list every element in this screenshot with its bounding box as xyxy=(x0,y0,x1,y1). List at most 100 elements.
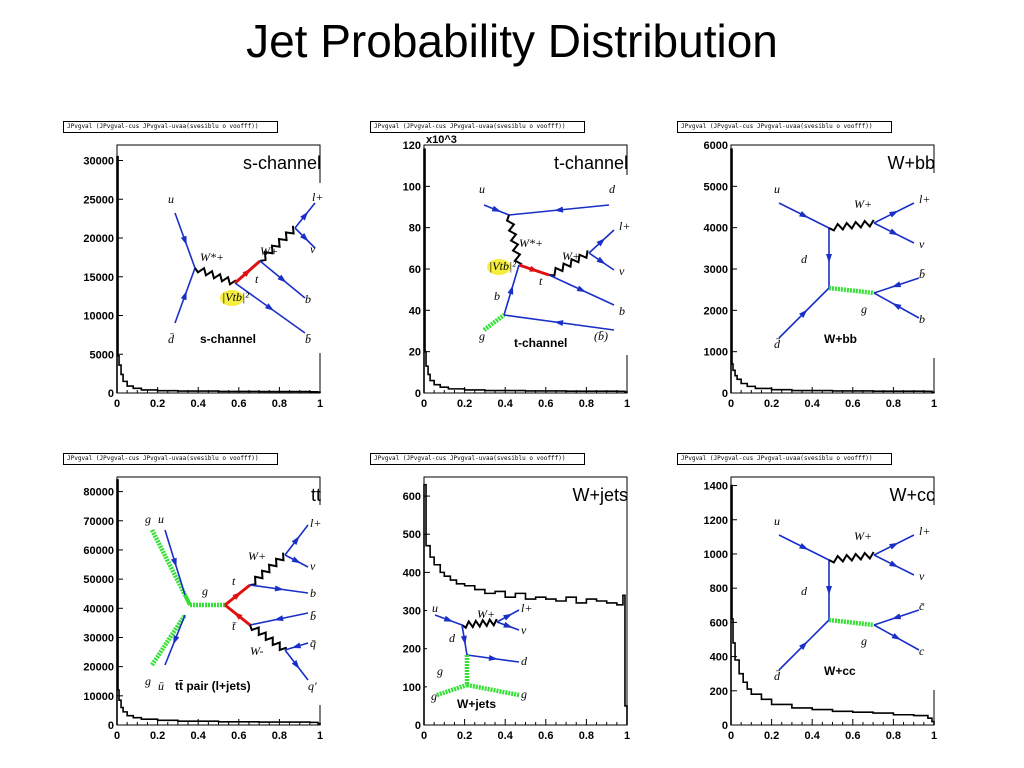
x-tick-label: 0 xyxy=(728,730,734,742)
x-tick-label: 0.8 xyxy=(272,398,287,410)
feynman-diagram: u W+ l+ ν d d g g g W+jets xyxy=(427,600,537,715)
label-u: u xyxy=(432,601,438,615)
arrow-head xyxy=(300,233,309,242)
arrow-head xyxy=(291,660,300,669)
arrow-head xyxy=(242,268,252,277)
plot-label: s-channel xyxy=(242,153,321,173)
arrow-head xyxy=(291,536,300,545)
y-tick-label: 1000 xyxy=(704,347,728,359)
arrow-head xyxy=(291,642,302,649)
label-nu: ν xyxy=(919,237,925,251)
arrow-head xyxy=(891,281,902,288)
label-g: g xyxy=(861,634,867,648)
arrow-head xyxy=(889,228,899,236)
y-tick-label: 2000 xyxy=(704,305,728,317)
boson-line xyxy=(249,624,288,652)
label-vtb: |Vtb|² xyxy=(489,259,516,273)
x-tick-label: 0.2 xyxy=(764,730,779,742)
arrow-head xyxy=(826,585,832,595)
y-tick-label: 300 xyxy=(403,606,421,618)
label-u: u xyxy=(479,182,485,196)
y-tick-label: 20000 xyxy=(83,233,114,245)
stat-box: JPvgval (JPvgval-cus JPvgval-uvaa(svesib… xyxy=(677,121,892,133)
x-tick-label: 0.6 xyxy=(538,730,553,742)
feynman-svg: u d W*+|Vtb|² t W+ l+ ν b b g (b̄) t-channel xyxy=(479,182,630,350)
y-tick-label: 3000 xyxy=(704,264,728,276)
arrow-head xyxy=(491,205,502,212)
y-tick-label: 25000 xyxy=(83,194,114,206)
stat-box: JPvgval (JPvgval-cus JPvgval-uvaa(svesib… xyxy=(370,453,585,465)
slide-title: Jet Probability Distribution xyxy=(246,15,778,67)
histogram-line xyxy=(423,483,628,725)
label-g: g xyxy=(861,302,867,316)
gluon-line xyxy=(436,682,468,698)
stat-box: JPvgval (JPvgval-cus JPvgval-uvaa(svesib… xyxy=(677,453,892,465)
y-tick-label: 30000 xyxy=(83,156,114,168)
label-dbar: d̄ xyxy=(774,337,781,351)
arrow-head xyxy=(891,632,901,640)
y-tick-label: 0 xyxy=(722,388,728,400)
x-tick-label: 0.2 xyxy=(150,730,165,742)
plot-label: W+cc xyxy=(889,485,935,505)
label-l: l+ xyxy=(310,516,321,530)
y-tick-label: 1400 xyxy=(704,481,728,493)
arrow-head xyxy=(891,613,902,620)
boson-line xyxy=(194,266,237,286)
y-tick-label: 20000 xyxy=(83,662,114,674)
y-tick-label: 5000 xyxy=(90,349,114,361)
gluon-line xyxy=(149,528,188,597)
x-tick-label: 0.4 xyxy=(498,398,514,410)
stat-box: JPvgval (JPvgval-cus JPvgval-uvaa(svesib… xyxy=(63,453,278,465)
x-tick-label: 0 xyxy=(114,398,120,410)
y-tick-label: 500 xyxy=(403,529,421,541)
arrow-head xyxy=(300,211,309,221)
label-b1: b̄ xyxy=(919,267,925,281)
label-l: l+ xyxy=(312,190,323,204)
label-u: u xyxy=(774,514,780,528)
label-d: d xyxy=(801,252,808,266)
label-c2: c xyxy=(919,644,925,658)
y-tick-label: 200 xyxy=(403,644,421,656)
y-tick-label: 120 xyxy=(403,140,421,152)
diagram-caption: s-channel xyxy=(200,332,256,346)
x-tick-label: 0.4 xyxy=(191,730,207,742)
diagram-caption: W+jets xyxy=(457,697,496,711)
label-nu: ν xyxy=(919,569,925,583)
x-tick-label: 1 xyxy=(931,398,937,410)
label-g: g xyxy=(202,584,208,598)
arrow-head xyxy=(889,210,899,218)
y-tick-label: 0 xyxy=(722,720,728,732)
label-g: g xyxy=(437,664,443,678)
y-tick-label: 5000 xyxy=(704,181,728,193)
x-tick-label: 0.6 xyxy=(231,398,246,410)
x-tick-label: 0.8 xyxy=(579,730,594,742)
y-tick-label: 1200 xyxy=(704,515,728,527)
chart-svg: 0 0.2 0.4 0.6 0.8 1 100 200 300 400 500 600 0 xyxy=(403,476,630,742)
feynman-diagram: u d̄ W*+ W+ l+ ν t b b̄ |Vtb|² s-channel xyxy=(160,183,330,353)
label-nu: ν xyxy=(310,242,316,256)
arrow-head xyxy=(799,309,808,318)
arrow-head xyxy=(503,621,513,628)
x-tick-label: 0.2 xyxy=(150,398,165,410)
label-nu: ν xyxy=(521,623,527,637)
boson-line xyxy=(461,617,498,630)
label-g3: g xyxy=(521,687,527,701)
arrow-head xyxy=(265,303,275,311)
arrow-head xyxy=(826,253,832,263)
y-tick-label: 0 xyxy=(108,720,114,732)
panel-w-bb: 0 0.2 0.4 0.6 0.8 1 1000 2000 3000 4000 5000 6000 0 J… xyxy=(669,103,975,433)
label-w: W*+ xyxy=(519,236,543,250)
x-tick-label: 1 xyxy=(624,398,630,410)
label-bbar: b̄ xyxy=(310,609,316,623)
y-tick-label: 70000 xyxy=(83,516,114,528)
gluon-line xyxy=(150,613,187,667)
arrow-head xyxy=(274,615,284,622)
x-tick-label: 1 xyxy=(317,730,323,742)
arrow-head xyxy=(799,543,809,550)
label-b2: b xyxy=(494,289,500,303)
label-tbar: t̄ xyxy=(232,619,236,633)
diagram-caption: W+cc xyxy=(824,664,856,678)
gluon-line xyxy=(828,617,875,628)
